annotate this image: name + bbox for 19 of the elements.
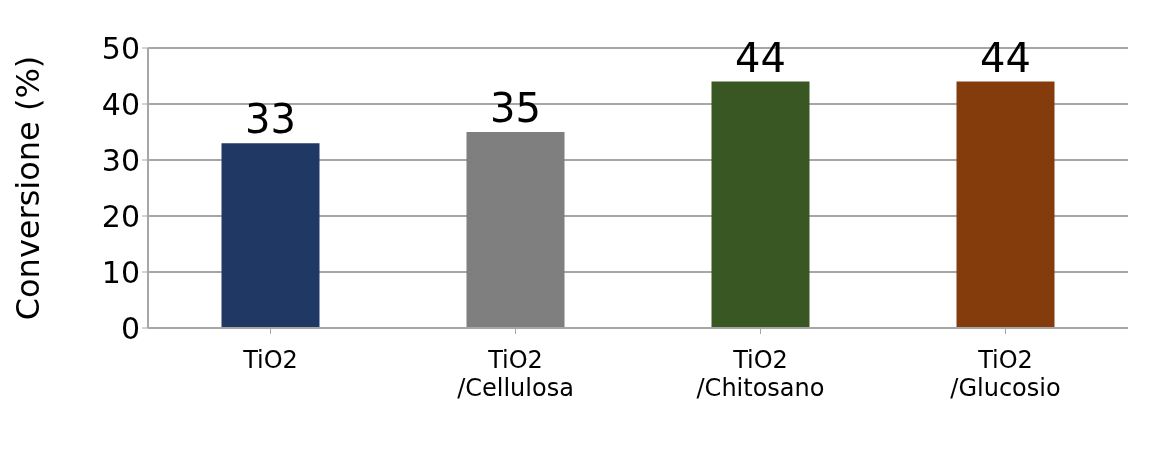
data-label: 44 [980, 34, 1031, 81]
bar [711, 81, 810, 328]
y-tick-label: 20 [101, 198, 140, 234]
y-tick-label: 0 [120, 310, 140, 346]
x-tick-label: TiO2 [242, 345, 298, 374]
x-tick-label: TiO2 /Glucosio [950, 345, 1061, 403]
y-tick-label: 50 [101, 30, 140, 66]
y-tick-label: 40 [101, 86, 140, 122]
y-axis-title: Conversione (%) [9, 55, 48, 321]
bar [221, 143, 320, 328]
data-label: 35 [490, 85, 541, 131]
x-tick-label: TiO2 /Chitosano [696, 345, 825, 403]
bar [956, 81, 1055, 328]
y-tick-label: 30 [101, 142, 140, 178]
x-tick-label: TiO2 /Cellulosa [457, 345, 574, 403]
bar [466, 132, 565, 328]
y-tick-label: 10 [101, 254, 140, 290]
data-label: 44 [735, 34, 786, 81]
data-label: 33 [245, 96, 296, 143]
